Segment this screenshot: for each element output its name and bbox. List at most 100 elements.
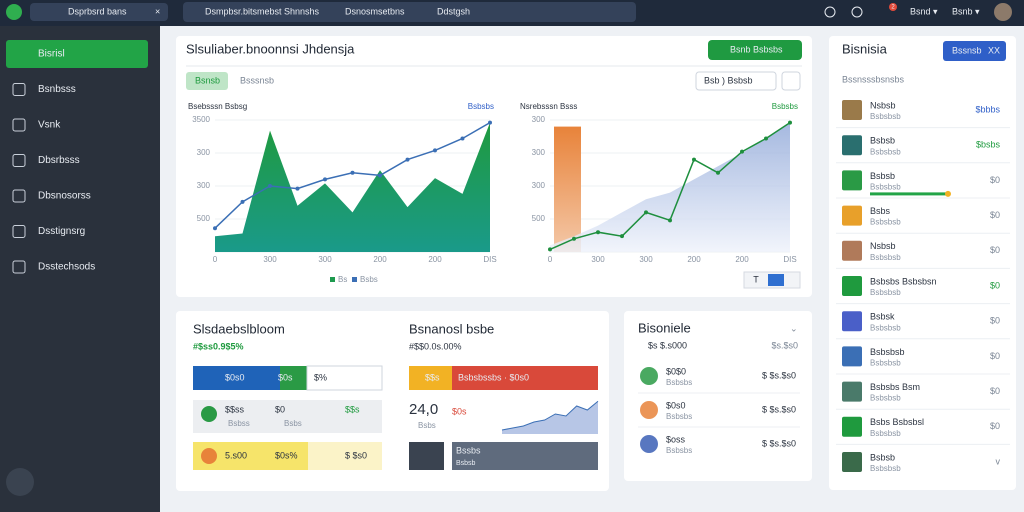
- mini-area: [502, 401, 598, 434]
- item-title[interactable]: Bsbsb: [870, 171, 895, 181]
- y-tick-label: 300: [532, 181, 546, 190]
- menu[interactable]: Bsnb ▾: [952, 6, 980, 16]
- panel: [829, 36, 1016, 490]
- tab[interactable]: [30, 3, 168, 21]
- progress-dot: [945, 190, 951, 197]
- active-item[interactable]: [6, 40, 148, 68]
- point: [548, 247, 552, 252]
- icon: [640, 435, 658, 453]
- row-sub: Bsbsbs: [666, 378, 692, 387]
- chart-label: Bsebsssn Bsbsg: [188, 102, 247, 111]
- item-title[interactable]: Bsbs Bsbsbsl: [870, 417, 924, 427]
- nav-item[interactable]: Dbsnosorss: [38, 191, 91, 202]
- item-icon: [842, 346, 862, 367]
- item-value: $bbbs: [975, 104, 1000, 114]
- filter-label: Bsnsb: [195, 75, 220, 85]
- nav-item[interactable]: Dsstechsods: [38, 262, 95, 273]
- search[interactable]: Bsssnsb: [240, 75, 274, 85]
- close[interactable]: XX: [988, 45, 1000, 55]
- x-tick-label: 200: [373, 255, 387, 264]
- item-value: $0: [990, 210, 1000, 220]
- avatar[interactable]: [994, 3, 1012, 21]
- bar-segment: [452, 366, 598, 390]
- item-sub: Bsbsbsb: [870, 183, 901, 192]
- point: [323, 177, 327, 182]
- item-sub: Bsbsbsb: [870, 288, 901, 297]
- item-title[interactable]: Bsbsb: [870, 452, 895, 462]
- item-sub: Bsbsbsb: [870, 112, 901, 121]
- bar-label: $$s: [425, 372, 440, 382]
- button[interactable]: [943, 41, 1006, 61]
- x-tick-label: DIS: [483, 255, 496, 264]
- item-icon: [842, 240, 862, 261]
- big-number: 24,0: [409, 401, 438, 418]
- head: $s $.s000: [648, 340, 687, 350]
- nav-item[interactable]: Bsnbsss: [38, 84, 76, 95]
- point: [405, 157, 410, 162]
- point: [433, 148, 437, 153]
- chart-legend: Bsbsbs: [468, 102, 494, 111]
- button[interactable]: [708, 40, 802, 60]
- icon[interactable]: [824, 6, 836, 18]
- x-tick-label: 300: [639, 255, 653, 264]
- point: [788, 120, 792, 125]
- sidebar: [0, 26, 160, 512]
- row-amount: $ $s.$s0: [762, 438, 796, 448]
- chevron[interactable]: ⌄: [790, 323, 798, 333]
- mini-line: [501, 400, 599, 431]
- nav-item[interactable]: Vsnk: [38, 120, 61, 131]
- panel-subtitle: Bssnsssbsnsbs: [842, 74, 905, 84]
- icon-button[interactable]: [781, 71, 801, 91]
- y-tick-label: 300: [197, 181, 211, 190]
- menu[interactable]: Bsnd ▾: [910, 6, 938, 16]
- x-tick-label: 300: [263, 255, 277, 264]
- item-icon: [842, 311, 862, 332]
- item-title[interactable]: Bsbsk: [870, 312, 895, 322]
- range[interactable]: [695, 71, 777, 91]
- tab-close[interactable]: ×: [155, 6, 160, 16]
- nav-icon: [12, 154, 26, 167]
- row-value: $0s0: [666, 400, 686, 410]
- address-bar[interactable]: [183, 2, 636, 22]
- icon: [201, 406, 217, 422]
- box: [409, 442, 444, 470]
- legend-swatch: [330, 277, 335, 282]
- row-sub: Bsbss: [228, 419, 250, 428]
- logo[interactable]: [6, 4, 22, 20]
- item-title[interactable]: Bsbs: [870, 206, 891, 216]
- card-title: Slsuliaber.bnoonnsi Jhdensja: [186, 41, 355, 56]
- item-sub: Bsbsbsb: [870, 464, 901, 473]
- nav-icon: [12, 118, 26, 132]
- row-sub: Bsbsbs: [666, 412, 692, 421]
- row-value: $0s0: [225, 372, 245, 382]
- change: $0s: [452, 406, 467, 416]
- nav-icon: [12, 225, 26, 238]
- x-tick-label: 300: [591, 255, 605, 264]
- point: [668, 218, 672, 223]
- x-tick-label: 0: [213, 255, 218, 264]
- item-title[interactable]: Bsbsbs Bsm: [870, 382, 920, 392]
- address: Dsmpbsr.bitsmebst Shnnshs: [205, 6, 320, 16]
- nav-item[interactable]: Bisrisl: [38, 49, 65, 60]
- nav-item[interactable]: Dbsrbsss: [38, 155, 80, 166]
- item-sub: Bsbsbsb: [870, 429, 901, 438]
- item-value: $0: [990, 175, 1000, 185]
- icon[interactable]: [851, 6, 863, 18]
- x-tick-label: 200: [687, 255, 701, 264]
- nav-item[interactable]: Dsstignsrg: [38, 226, 85, 237]
- bar-segment: [280, 366, 307, 390]
- item-title[interactable]: Nsbsb: [870, 100, 896, 110]
- item-title[interactable]: Bsbsbsb: [870, 347, 905, 357]
- filter[interactable]: [186, 72, 228, 90]
- point: [692, 157, 696, 162]
- item-sub: Bsbsbsb: [870, 359, 901, 368]
- nav-icon: [12, 83, 26, 96]
- icon: [640, 367, 658, 385]
- box: [452, 442, 598, 470]
- item-title[interactable]: Bsbsbs Bsbsbsn: [870, 276, 937, 286]
- item-value: $0: [990, 351, 1000, 361]
- item-title[interactable]: Nsbsb: [870, 241, 896, 251]
- bar-segment: [306, 365, 383, 391]
- settings[interactable]: [6, 468, 34, 496]
- item-title[interactable]: Bsbsb: [870, 136, 895, 146]
